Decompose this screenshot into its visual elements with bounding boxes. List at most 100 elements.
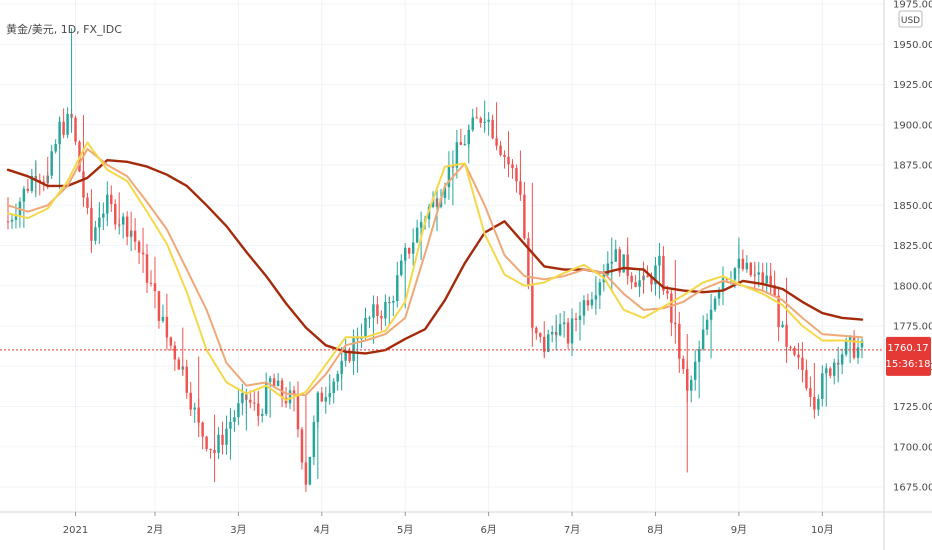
candle-body (757, 272, 760, 275)
candle-body (586, 300, 590, 306)
ma-line-3 (7, 141, 863, 402)
candle (570, 308, 574, 356)
candle (384, 294, 387, 327)
candle-body (288, 390, 292, 404)
candle-body (852, 336, 856, 358)
candle-body (654, 265, 657, 285)
price-tick-label: 1700.00 (893, 442, 932, 453)
candle (320, 386, 324, 402)
candle (249, 390, 252, 409)
price-tick-label: 1875.00 (893, 161, 932, 172)
candle-body (308, 457, 312, 485)
candle-body (66, 113, 69, 135)
candle (62, 108, 65, 139)
candle-body (793, 347, 796, 355)
candle-body (535, 327, 538, 334)
price-tick-label: 1925.00 (893, 80, 932, 91)
candle (646, 265, 649, 278)
candle-body (634, 282, 637, 287)
candle-body (368, 317, 371, 319)
price-tick-label: 1900.00 (893, 120, 932, 131)
candle (638, 270, 641, 297)
candle (288, 381, 292, 410)
candle-body (137, 241, 141, 253)
candle (471, 108, 474, 132)
candle (550, 325, 554, 343)
candle-body (546, 334, 550, 352)
candle (336, 370, 339, 391)
candle (832, 358, 836, 385)
candle (364, 307, 367, 341)
candle (582, 295, 586, 325)
candle (241, 383, 244, 416)
candle-body (479, 118, 482, 123)
candle (149, 270, 153, 287)
price-tick-label: 1975.00 (893, 0, 932, 11)
candle (169, 336, 173, 351)
candle-body (121, 216, 125, 225)
candle (459, 128, 463, 146)
time-axis[interactable]: 2021 2月 3月 4月 5月 6月 7月 8月 9月 10月 (63, 512, 834, 536)
candle-body (733, 268, 737, 280)
time-tick-label: 7月 (564, 524, 580, 536)
candle-body (411, 242, 415, 254)
candle-body (701, 329, 705, 350)
candle-body (237, 403, 240, 418)
candle (284, 387, 288, 408)
candle-body (264, 382, 268, 414)
candle-body (276, 380, 280, 387)
candle-body (558, 324, 562, 336)
candle-body (86, 197, 89, 208)
currency-badge[interactable]: USD (898, 10, 923, 28)
candle-body (249, 399, 252, 403)
last-price-badge: 1760.17 15:36:18 (886, 336, 931, 376)
candle-body (125, 216, 129, 237)
candle-body (173, 345, 177, 360)
candle-body (272, 378, 276, 387)
candle (618, 246, 621, 277)
candle (221, 421, 224, 455)
candle-body (630, 275, 633, 283)
candle-body (638, 280, 641, 287)
candle-body (606, 263, 610, 275)
candle (30, 168, 34, 194)
candle-body (407, 248, 411, 254)
ma-line-1 (6, 158, 864, 355)
candle-body (829, 368, 832, 376)
candle-body (523, 194, 526, 239)
candle (237, 389, 240, 426)
candle (622, 254, 625, 273)
candle (264, 372, 268, 417)
candle-body (157, 291, 161, 321)
candle-body (693, 361, 697, 380)
candle-body (527, 238, 530, 286)
candle (463, 135, 467, 146)
candle (527, 232, 530, 290)
candle-body (225, 428, 228, 445)
candle (260, 408, 264, 423)
candle (360, 323, 363, 349)
candle (300, 426, 304, 470)
candle-body (201, 422, 204, 437)
candle (114, 199, 117, 230)
candle-body (392, 301, 395, 303)
candle-body (177, 359, 181, 370)
candle-body (149, 282, 153, 284)
candle (396, 261, 399, 308)
time-tick-label: 6月 (480, 524, 496, 536)
candle (66, 107, 69, 139)
candle (701, 315, 705, 351)
candle (86, 192, 89, 215)
candle-body (415, 227, 419, 243)
candle (233, 410, 236, 433)
candles (6, 28, 864, 492)
candle-body (717, 291, 721, 299)
candle (598, 278, 602, 310)
time-tick-label: 3月 (230, 524, 246, 536)
candle-body (463, 143, 467, 145)
candle (145, 244, 149, 293)
bar-countdown: 15:36:18 (886, 359, 931, 370)
candle (765, 262, 768, 294)
candle-body (503, 154, 506, 157)
